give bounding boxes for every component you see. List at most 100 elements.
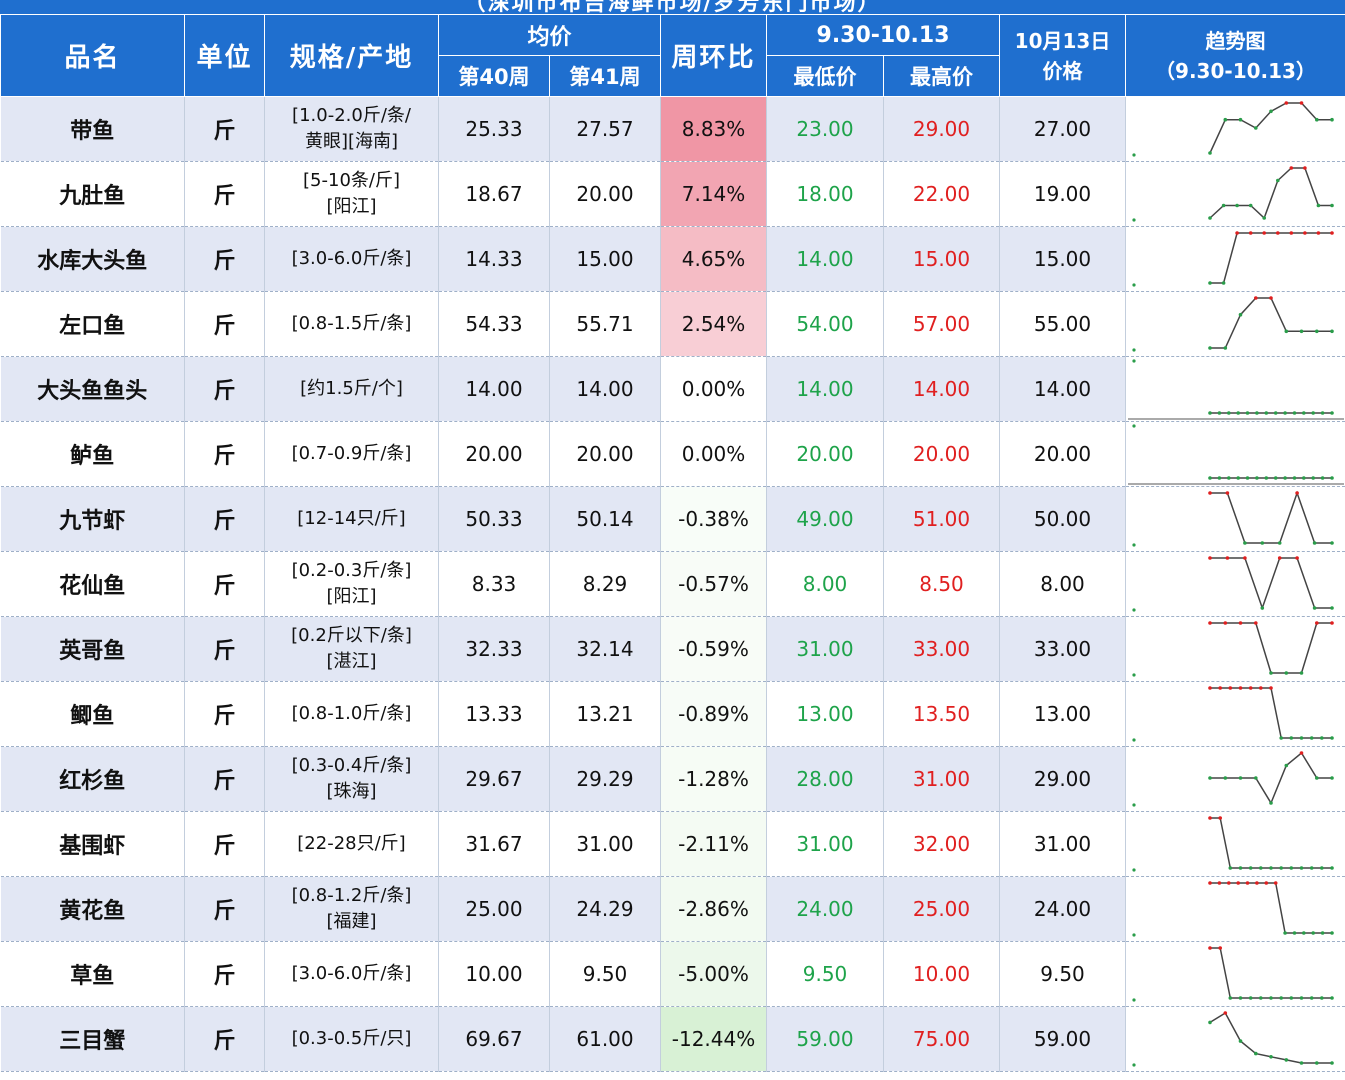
trend-point — [1316, 203, 1321, 208]
trend-point — [1273, 881, 1278, 885]
trend-sparkline — [1132, 296, 1334, 352]
trend-point — [1279, 996, 1284, 1000]
trend-point — [1292, 476, 1297, 480]
trend-point — [1259, 866, 1263, 870]
trend-point — [1295, 491, 1299, 495]
trend-cell — [1125, 161, 1345, 227]
table-row: 水库大头鱼斤 [3.0-6.0斤/条] 14.33 15.00 4.65% 14.00 15… — [0, 226, 1345, 292]
trend-point — [1217, 881, 1222, 885]
trend-point — [1330, 117, 1334, 122]
trend-sparkline — [1132, 166, 1334, 222]
trend-point — [1208, 346, 1212, 350]
current-price: 27.00 — [999, 96, 1127, 162]
trend-point — [1238, 866, 1243, 870]
unit-cell: 斤 — [184, 421, 265, 487]
trend-point — [1269, 109, 1273, 114]
trend-cell — [1125, 421, 1345, 487]
min-price: 23.00 — [766, 96, 885, 162]
trend-line — [1210, 622, 1333, 674]
trend-point — [1235, 203, 1239, 208]
current-price: 9.50 — [999, 941, 1127, 1007]
trend-point — [1208, 151, 1212, 155]
max-price: 51.00 — [883, 486, 1001, 552]
table-row: 带鱼斤 [1.0-2.0斤/条/黄眼][海南] 25.33 27.57 8.83% 23.… — [0, 96, 1345, 162]
wow-change: 4.65% — [660, 226, 768, 292]
current-price: 24.00 — [999, 876, 1127, 942]
trend-point — [1208, 946, 1212, 950]
trend-point — [1320, 736, 1324, 740]
unit-cell: 斤 — [184, 616, 265, 682]
trend-point — [1279, 736, 1284, 740]
trend-sparkline — [1132, 101, 1334, 157]
trend-sparkline — [1132, 816, 1334, 872]
trend-point — [1330, 776, 1334, 780]
trend-cell — [1125, 551, 1345, 617]
trend-point — [1238, 312, 1243, 317]
trend-point — [1248, 203, 1253, 208]
week40-price: 32.33 — [438, 616, 550, 682]
spec-cell: [12-14只/斤] — [264, 486, 439, 552]
trend-point — [1245, 476, 1250, 480]
week40-price: 14.00 — [438, 356, 550, 422]
unit-cell: 斤 — [184, 876, 265, 942]
unit-cell: 斤 — [184, 811, 265, 877]
trend-point — [1223, 776, 1228, 780]
spec-line1: [0.8-1.2斤/条] — [291, 885, 412, 906]
trend-point — [1309, 996, 1314, 1000]
trend-point — [1238, 996, 1243, 1000]
trend-point — [1236, 881, 1241, 885]
trend-point — [1262, 216, 1267, 220]
trend-point — [1208, 1020, 1212, 1025]
trend-point — [1218, 946, 1223, 950]
min-price: 14.00 — [766, 226, 885, 292]
trend-point — [1311, 476, 1316, 480]
product-name: 九节虾 — [0, 486, 185, 552]
current-price: 14.00 — [999, 356, 1127, 422]
current-price: 15.00 — [999, 226, 1127, 292]
week40-price: 25.00 — [438, 876, 550, 942]
trend-point — [1330, 231, 1334, 235]
min-price: 18.00 — [766, 161, 885, 227]
trend-point — [1289, 166, 1294, 170]
week41-price: 29.29 — [549, 746, 662, 812]
spec-line1: [5-10条/斤] — [303, 170, 400, 191]
min-price: 14.00 — [766, 356, 885, 422]
trend-point — [1276, 178, 1280, 183]
wow-change: -0.59% — [660, 616, 768, 682]
trend-sparkline — [1132, 556, 1334, 612]
trend-cell — [1125, 616, 1345, 682]
wow-change: 7.14% — [660, 161, 768, 227]
header-trend: 趋势图 （9.30-10.13） — [1125, 14, 1345, 97]
trend-point — [1316, 231, 1321, 235]
trend-line — [1210, 297, 1333, 349]
trend-point — [1208, 476, 1212, 480]
max-price: 29.00 — [883, 96, 1001, 162]
week41-price: 14.00 — [549, 356, 662, 422]
min-price: 28.00 — [766, 746, 885, 812]
trend-point — [1320, 996, 1324, 1000]
unit-cell: 斤 — [184, 356, 265, 422]
trend-point — [1264, 881, 1269, 885]
product-name: 左口鱼 — [0, 291, 185, 357]
trend-point — [1273, 476, 1278, 480]
trend-point — [1243, 556, 1247, 560]
max-price: 25.00 — [883, 876, 1001, 942]
trend-point — [1330, 411, 1334, 415]
trend-point — [1248, 686, 1253, 690]
trend-point — [1248, 866, 1253, 870]
trend-cell — [1125, 1006, 1345, 1072]
table-row: 黄花鱼斤 [0.8-1.2斤/条] [福建] 25.00 24.29 -2.86% 24.0… — [0, 876, 1345, 942]
trend-point — [1208, 621, 1212, 625]
header-name: 品名 — [0, 14, 185, 97]
trend-point — [1315, 329, 1319, 334]
trend-point — [1289, 866, 1294, 870]
spec-cell: [3.0-6.0斤/条] — [264, 941, 439, 1007]
trend-point — [1312, 541, 1317, 545]
header-week41: 第41周 — [548, 55, 662, 97]
trend-point — [1235, 231, 1239, 235]
trend-point — [1259, 996, 1263, 1000]
trend-point — [1255, 411, 1259, 415]
header-max: 最高价 — [883, 55, 1001, 97]
header-price-line1: 10月13日 — [1014, 28, 1111, 53]
trend-point — [1302, 476, 1306, 480]
